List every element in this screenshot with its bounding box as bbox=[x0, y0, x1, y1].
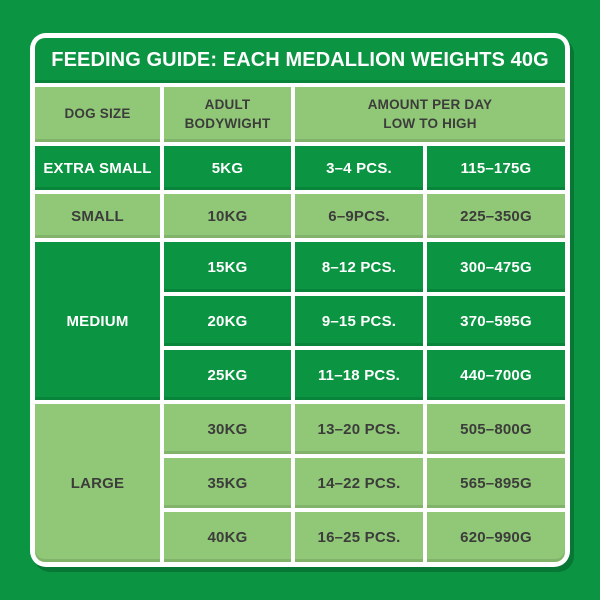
weight-cell-35kg: 35KG bbox=[164, 458, 291, 508]
header-adult-bodyweight: ADULT BODYWIGHT bbox=[164, 87, 291, 142]
size-cell-extra-small: EXTRA SMALL bbox=[35, 146, 160, 190]
header-amount-per-day: AMOUNT PER DAY LOW TO HIGH bbox=[295, 87, 565, 142]
header-adult-line: ADULT bbox=[204, 97, 251, 113]
size-cell-small: SMALL bbox=[35, 194, 160, 238]
pieces-cell-large-2: 14–22 PCS. bbox=[295, 458, 423, 508]
grams-cell-large-3: 620–990G bbox=[427, 512, 565, 562]
feeding-guide-table: FEEDING GUIDE: EACH MEDALLION WEIGHTS 40… bbox=[30, 33, 570, 567]
pieces-cell-large-1: 13–20 PCS. bbox=[295, 404, 423, 454]
pieces-cell-medium-3: 11–18 PCS. bbox=[295, 350, 423, 400]
weight-cell-10kg: 10KG bbox=[164, 194, 291, 238]
grams-cell-large-1: 505–800G bbox=[427, 404, 565, 454]
weight-cell-15kg: 15KG bbox=[164, 242, 291, 292]
grams-cell-large-2: 565–895G bbox=[427, 458, 565, 508]
pieces-cell-medium-2: 9–15 PCS. bbox=[295, 296, 423, 346]
weight-cell-25kg: 25KG bbox=[164, 350, 291, 400]
weight-cell-20kg: 20KG bbox=[164, 296, 291, 346]
pieces-cell-large-3: 16–25 PCS. bbox=[295, 512, 423, 562]
header-amount-line1: AMOUNT PER DAY bbox=[367, 97, 493, 113]
header-dog-size: DOG SIZE bbox=[35, 87, 160, 142]
header-bodyweight-line: BODYWIGHT bbox=[184, 115, 271, 131]
grams-cell-small: 225–350G bbox=[427, 194, 565, 238]
header-amount-line2: LOW TO HIGH bbox=[383, 115, 477, 131]
pieces-cell-medium-1: 8–12 PCS. bbox=[295, 242, 423, 292]
weight-cell-30kg: 30KG bbox=[164, 404, 291, 454]
pieces-cell-small: 6–9PCS. bbox=[295, 194, 423, 238]
weight-cell-40kg: 40KG bbox=[164, 512, 291, 562]
size-cell-medium: MEDIUM bbox=[35, 242, 160, 400]
size-cell-large: LARGE bbox=[35, 404, 160, 562]
weight-cell-5kg: 5KG bbox=[164, 146, 291, 190]
table-title: FEEDING GUIDE: EACH MEDALLION WEIGHTS 40… bbox=[35, 38, 565, 83]
grams-cell-extra-small: 115–175G bbox=[427, 146, 565, 190]
grams-cell-medium-2: 370–595G bbox=[427, 296, 565, 346]
grams-cell-medium-1: 300–475G bbox=[427, 242, 565, 292]
grams-cell-medium-3: 440–700G bbox=[427, 350, 565, 400]
pieces-cell-extra-small: 3–4 PCS. bbox=[295, 146, 423, 190]
